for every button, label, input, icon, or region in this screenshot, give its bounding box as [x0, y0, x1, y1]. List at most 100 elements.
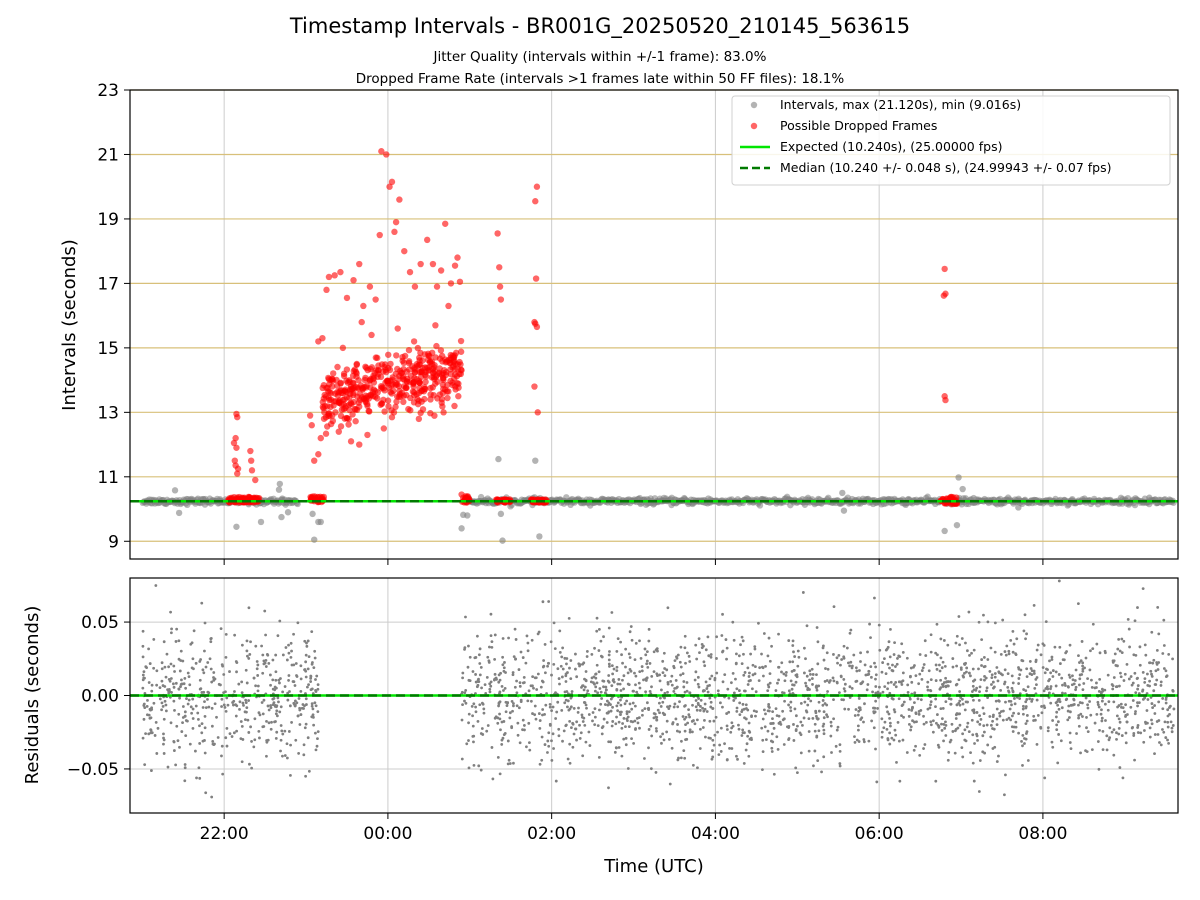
dropped-frame-point	[231, 457, 238, 464]
residual-point	[521, 656, 525, 659]
residual-point	[530, 638, 534, 642]
residual-point	[922, 714, 925, 718]
residual-point	[782, 672, 786, 676]
residual-point	[256, 689, 260, 693]
residual-point	[567, 617, 571, 620]
residual-point	[1118, 720, 1122, 724]
residual-point	[747, 754, 751, 758]
residual-point	[1103, 688, 1107, 692]
residual-point	[839, 674, 843, 678]
residual-point	[547, 744, 551, 748]
residual-point	[749, 679, 752, 682]
residual-point	[823, 679, 827, 683]
residual-point	[929, 720, 933, 724]
residual-point	[822, 644, 825, 648]
residual-point	[474, 692, 477, 695]
residual-point	[702, 660, 706, 664]
residual-point	[471, 724, 475, 728]
residual-point	[801, 591, 805, 594]
residual-point	[847, 707, 850, 711]
residual-point	[1143, 643, 1147, 647]
residual-point	[166, 688, 169, 692]
residual-point	[848, 631, 852, 635]
residual-point	[813, 722, 817, 726]
interval-point	[257, 518, 265, 526]
residual-point	[1025, 667, 1029, 671]
residual-point	[1011, 681, 1015, 685]
residual-point	[175, 724, 179, 728]
residual-point	[815, 686, 818, 690]
residual-point	[934, 663, 938, 667]
residual-point	[789, 679, 793, 683]
residual-point	[645, 662, 649, 666]
residual-point	[304, 774, 308, 778]
residual-point	[714, 715, 718, 719]
residual-point	[1106, 708, 1110, 712]
residual-point	[624, 647, 628, 651]
residual-point	[744, 748, 748, 752]
residual-point	[464, 701, 468, 705]
residual-point	[746, 666, 750, 670]
residual-point	[941, 685, 945, 688]
residual-point	[464, 615, 467, 619]
residual-point	[1043, 671, 1047, 675]
residual-point	[210, 706, 214, 710]
residual-point	[837, 653, 841, 657]
residual-point	[697, 637, 701, 641]
residual-point	[829, 724, 833, 728]
residual-point	[593, 646, 596, 650]
residual-point	[531, 712, 534, 715]
x-tick-label: 06:00	[855, 824, 904, 844]
residual-point	[777, 632, 780, 636]
residual-point	[550, 739, 553, 743]
residual-point	[725, 712, 729, 715]
residuals-y-axis-label: Residuals (seconds)	[22, 606, 43, 785]
intervals-y-tick-label: 21	[97, 145, 119, 165]
residual-point	[1067, 716, 1071, 719]
residual-point	[1035, 742, 1039, 746]
residual-point	[1115, 737, 1118, 741]
residual-point	[807, 730, 811, 733]
residual-point	[855, 738, 859, 742]
residual-point	[568, 719, 572, 723]
residual-point	[1110, 730, 1114, 734]
residual-point	[649, 724, 653, 728]
residual-point	[311, 713, 315, 717]
residual-point	[1009, 718, 1013, 722]
residual-point	[712, 743, 716, 747]
residual-point	[1153, 733, 1157, 736]
residual-point	[755, 710, 758, 714]
residual-point	[471, 670, 475, 673]
residual-point	[1032, 603, 1036, 607]
interval-point	[499, 537, 506, 544]
residual-point	[1067, 673, 1071, 677]
residual-point	[1168, 706, 1171, 709]
residual-point	[626, 715, 630, 719]
residual-point	[1049, 671, 1053, 675]
residual-point	[769, 739, 773, 743]
residual-point	[572, 706, 576, 710]
residual-point	[190, 711, 194, 715]
residual-point	[292, 663, 296, 667]
residual-point	[561, 739, 564, 743]
residual-point	[679, 665, 683, 669]
residual-point	[859, 660, 862, 663]
residual-point	[1080, 701, 1084, 705]
residual-point	[1146, 672, 1149, 676]
residual-point	[1166, 708, 1170, 712]
residual-point	[1026, 685, 1030, 689]
residual-point	[204, 665, 208, 669]
residual-point	[518, 741, 522, 745]
residual-point	[788, 660, 792, 664]
dropped-frame-point	[238, 494, 246, 501]
residual-point	[1127, 677, 1131, 681]
residual-point	[889, 627, 892, 631]
residual-point	[661, 732, 665, 736]
residual-point	[880, 717, 884, 721]
residual-point	[550, 673, 553, 677]
residual-point	[190, 641, 194, 645]
residual-point	[895, 662, 899, 666]
residual-point	[516, 733, 520, 737]
residual-point	[938, 663, 941, 667]
residual-point	[1124, 731, 1128, 735]
